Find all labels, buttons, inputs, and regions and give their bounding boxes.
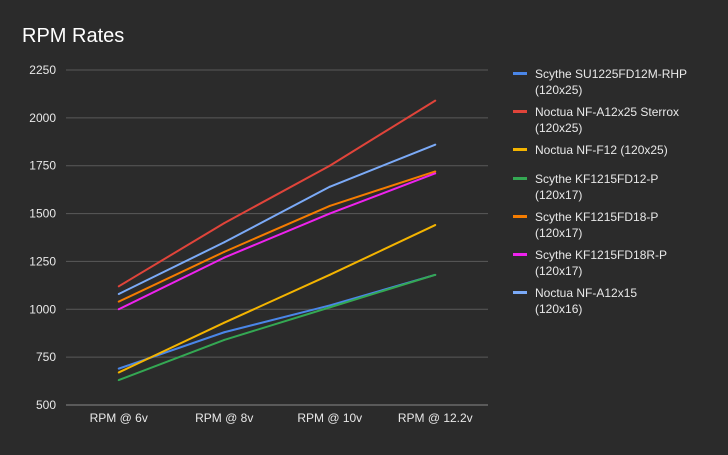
y-tick-label: 500 [36, 398, 56, 412]
series-line [118, 172, 436, 311]
legend-label: Noctua NF-F12 (120x25) [535, 143, 668, 157]
y-tick-label: 750 [36, 350, 56, 364]
y-tick-label: 1500 [29, 207, 56, 221]
data-point [328, 204, 331, 207]
data-point [117, 308, 120, 311]
x-tick-label: RPM @ 8v [195, 411, 253, 425]
x-tick-label: RPM @ 10v [297, 411, 362, 425]
legend-item: Noctua NF-A12x25 Sterrox (120x25) [513, 105, 679, 135]
legend-swatch [513, 177, 527, 180]
legend-label: Scythe KF1215FD18R-P (120x17) [535, 248, 667, 278]
series-line [118, 273, 436, 382]
legend-swatch [513, 291, 527, 294]
y-tick-label: 2000 [29, 111, 56, 125]
data-point [117, 300, 120, 303]
series-lines [117, 99, 437, 382]
series-line [118, 99, 436, 288]
data-point [434, 273, 437, 276]
data-point [117, 285, 120, 288]
y-tick-label: 1250 [29, 254, 56, 268]
data-point [434, 99, 437, 102]
data-point [328, 185, 331, 188]
data-point [117, 379, 120, 382]
data-point [223, 321, 226, 324]
data-point [223, 250, 226, 253]
chart-title: RPM Rates [22, 25, 124, 47]
legend-item: Noctua NF-A12x15 (120x16) [513, 286, 637, 316]
data-point [117, 292, 120, 295]
y-tick-label: 1000 [29, 302, 56, 316]
series-line [118, 143, 436, 295]
data-point [328, 273, 331, 276]
legend-label: Scythe KF1215FD12-P (120x17) [535, 172, 658, 202]
data-point [434, 170, 437, 173]
data-point [223, 241, 226, 244]
legend-swatch [513, 253, 527, 256]
data-point [328, 304, 331, 307]
gridlines [66, 69, 488, 406]
data-point [117, 371, 120, 374]
data-point [223, 222, 226, 225]
legend-swatch [513, 110, 527, 113]
legend-item: Noctua NF-F12 (120x25) [513, 143, 668, 157]
legend-label: Scythe SU1225FD12M-RHP (120x25) [535, 67, 687, 97]
series-line [118, 224, 436, 374]
series-line [118, 170, 436, 303]
legend-swatch [513, 148, 527, 151]
data-point [328, 306, 331, 309]
legend: Scythe SU1225FD12M-RHP (120x25) Noctua NF-… [513, 67, 687, 316]
legend-item: Scythe KF1215FD12-P (120x17) [513, 172, 658, 202]
legend-item: Scythe SU1225FD12M-RHP (120x25) [513, 67, 687, 97]
legend-label: Scythe KF1215FD18-P (120x17) [535, 210, 658, 240]
data-point [223, 331, 226, 334]
legend-swatch [513, 215, 527, 218]
data-point [434, 143, 437, 146]
legend-swatch [513, 72, 527, 75]
data-point [223, 256, 226, 259]
legend-item: Scythe KF1215FD18-P (120x17) [513, 210, 658, 240]
data-point [434, 172, 437, 175]
legend-item: Scythe KF1215FD18R-P (120x17) [513, 248, 667, 278]
x-tick-label: RPM @ 6v [90, 411, 148, 425]
x-tick-label: RPM @ 12.2v [398, 411, 473, 425]
x-axis-ticks: RPM @ 6v RPM @ 8v RPM @ 10v RPM @ 12.2v [90, 411, 473, 425]
data-point [328, 164, 331, 167]
y-tick-label: 1750 [29, 159, 56, 173]
legend-label: Noctua NF-A12x15 (120x16) [535, 286, 637, 316]
data-point [328, 212, 331, 215]
data-point [117, 367, 120, 370]
data-point [223, 338, 226, 341]
y-axis-ticks: 500 750 1000 1250 1500 1750 2000 2250 [29, 63, 56, 412]
data-point [434, 224, 437, 227]
y-tick-label: 2250 [29, 63, 56, 77]
legend-label: Noctua NF-A12x25 Sterrox (120x25) [535, 105, 679, 135]
